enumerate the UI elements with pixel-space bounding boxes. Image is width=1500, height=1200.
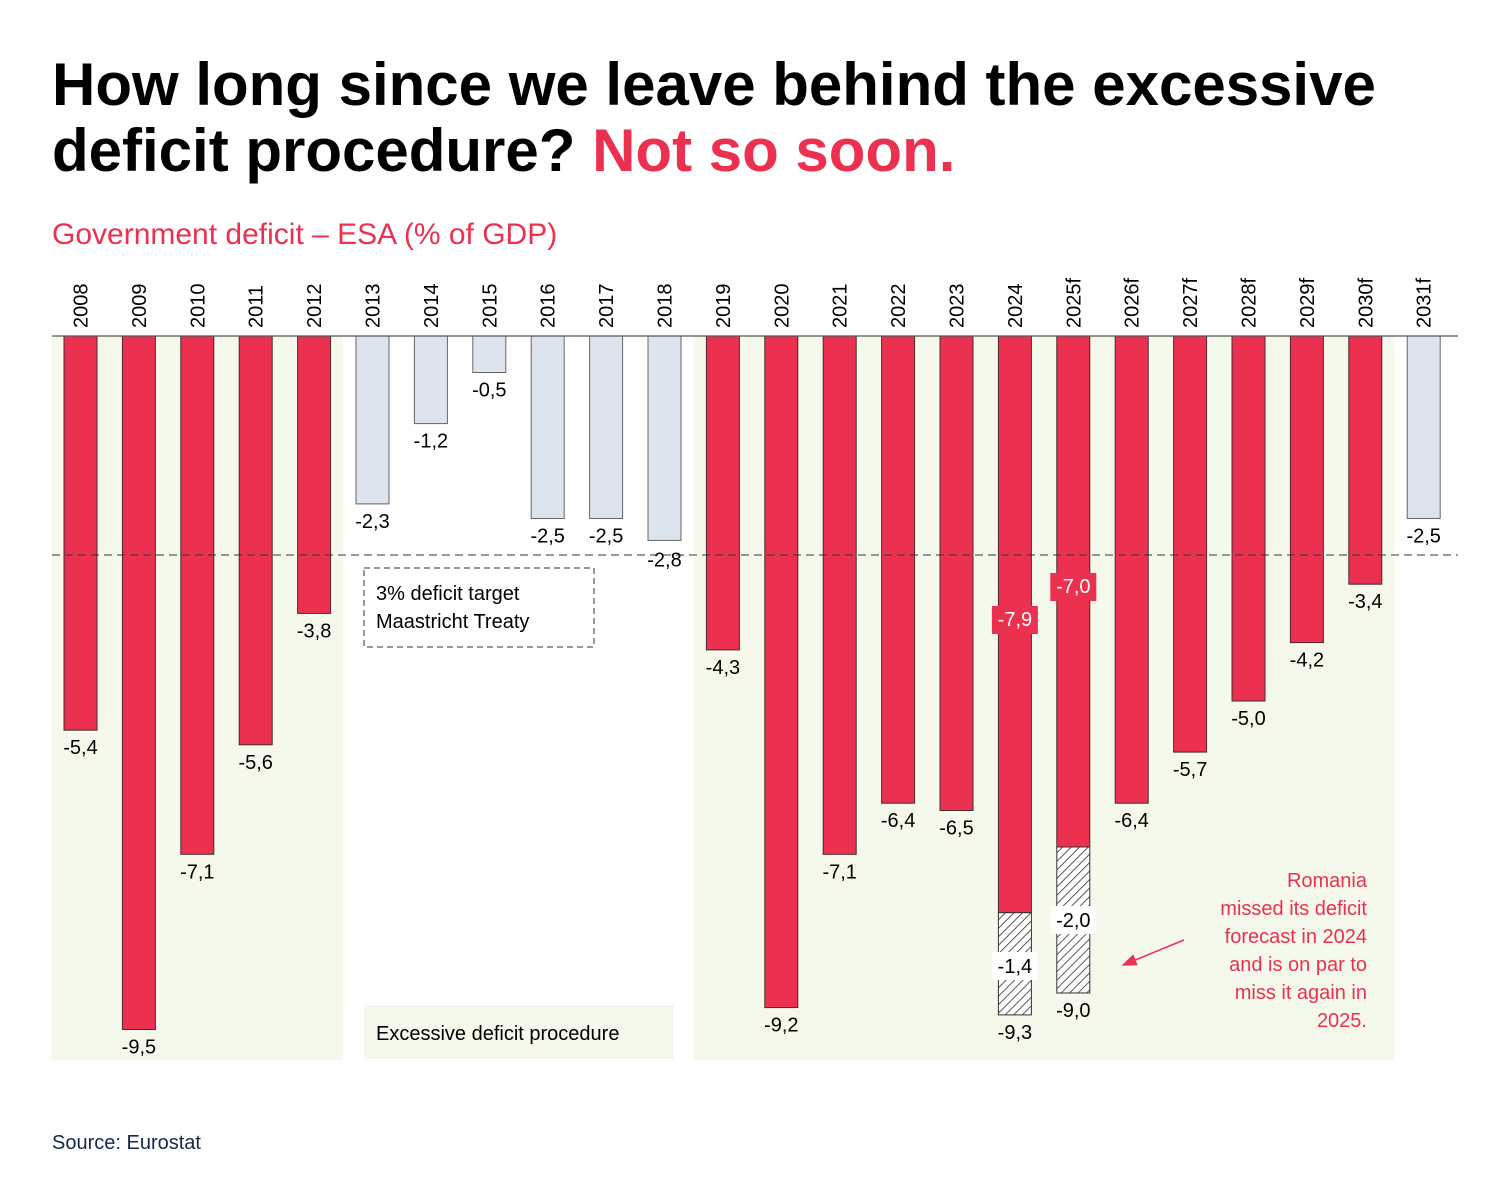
- forecast-label-box: [1050, 573, 1097, 601]
- data-label: -9,3: [998, 1022, 1032, 1044]
- data-label: -6,4: [881, 810, 915, 832]
- bar: [589, 335, 624, 519]
- x-tick-label: 2029f: [1297, 278, 1319, 328]
- chart-title: How long since we leave behind the exces…: [52, 52, 1472, 184]
- data-label: -9,2: [764, 1015, 798, 1037]
- x-tick-label: 2018: [655, 284, 677, 329]
- bar: [764, 335, 799, 1009]
- x-tick-label: 2014: [421, 284, 443, 329]
- bar: [822, 335, 857, 855]
- annotation-arrow: [1121, 939, 1185, 966]
- forecast-data-label: -7,0: [1056, 576, 1090, 598]
- bar: [63, 335, 98, 731]
- bar: [180, 335, 215, 855]
- bar: [881, 335, 916, 804]
- miss-data-label: -1,4: [998, 956, 1032, 978]
- x-tick-label: 2030f: [1355, 278, 1377, 328]
- chart-subtitle: Government deficit – ESA (% of GDP): [52, 218, 558, 251]
- x-tick-label: 2027f: [1180, 278, 1202, 328]
- romania-note-line-5: miss it again in: [1235, 982, 1367, 1004]
- data-label: -5,4: [63, 737, 97, 759]
- data-label: -2,5: [1406, 526, 1440, 548]
- data-label: -6,4: [1114, 810, 1148, 832]
- edp-label-background: [364, 1005, 674, 1059]
- romania-note: Romania missed its deficit forecast in 2…: [1220, 870, 1368, 1032]
- bar: [939, 335, 974, 811]
- x-tick-label: 2010: [187, 284, 209, 329]
- x-tick-label: 2025f: [1063, 278, 1085, 328]
- x-tick-label: 2024: [1005, 284, 1027, 329]
- bar: [121, 335, 156, 1030]
- x-tick-label: 2021: [830, 284, 852, 329]
- data-label: -9,0: [1056, 1000, 1090, 1022]
- x-tick-label: 2023: [947, 284, 969, 329]
- bar: [1231, 335, 1266, 702]
- source-note: Source: Eurostat: [52, 1132, 201, 1154]
- title-accent: Not so soon.: [592, 117, 956, 184]
- romania-note-line-2: missed its deficit: [1220, 898, 1367, 920]
- data-label: -0,5: [472, 380, 506, 402]
- data-label: -4,3: [706, 657, 740, 679]
- bar: [530, 335, 565, 519]
- romania-note-line-6: 2025.: [1317, 1010, 1367, 1032]
- x-tick-label: 2020: [771, 284, 793, 329]
- romania-note-line-4: and is on par to: [1229, 954, 1367, 976]
- bar: [647, 335, 682, 541]
- data-label: -7,1: [822, 861, 856, 883]
- data-label: -5,7: [1173, 759, 1207, 781]
- x-tick-label: 2015: [479, 284, 501, 329]
- x-tick-label: 2016: [538, 284, 560, 329]
- data-label: -2,5: [589, 526, 623, 548]
- bar: [1348, 335, 1383, 585]
- data-label: -4,2: [1290, 650, 1324, 672]
- edp-label: Excessive deficit procedure: [376, 1023, 619, 1045]
- miss-label-box: [991, 952, 1038, 980]
- x-tick-label: 2013: [363, 284, 385, 329]
- x-tick-label: 2008: [71, 284, 93, 329]
- bar: [472, 335, 507, 373]
- x-tick-label: 2026f: [1122, 278, 1144, 328]
- target-box-line-2: Maastricht Treaty: [376, 611, 529, 633]
- x-tick-label: 2019: [713, 284, 735, 329]
- bar: [297, 335, 332, 614]
- bar: [1406, 335, 1441, 519]
- data-label: -3,4: [1348, 591, 1382, 613]
- bar: [413, 335, 448, 425]
- bar: [1114, 335, 1149, 804]
- bar: [1173, 335, 1208, 753]
- data-label: -5,6: [238, 752, 272, 774]
- miss-data-label: -2,0: [1056, 910, 1090, 932]
- x-tick-label: 2031f: [1414, 278, 1436, 328]
- x-tick-label: 2009: [129, 284, 151, 329]
- data-label: -5,0: [1231, 708, 1265, 730]
- forecast-data-label: -7,9: [998, 609, 1032, 631]
- romania-note-line-1: Romania: [1287, 870, 1368, 892]
- target-box: 3% deficit target Maastricht Treaty: [363, 567, 595, 648]
- forecast-label-box: [991, 606, 1038, 634]
- x-tick-label: 2012: [304, 284, 326, 329]
- data-label: -6,5: [939, 818, 973, 840]
- data-label: -9,5: [122, 1037, 156, 1059]
- bar: [355, 335, 390, 505]
- data-label: -1,2: [414, 431, 448, 453]
- data-label: -2,3: [355, 511, 389, 533]
- miss-label-box: [1050, 906, 1097, 934]
- data-label: -2,5: [530, 526, 564, 548]
- bar: [705, 335, 740, 651]
- data-label: -7,1: [180, 861, 214, 883]
- bar: [238, 335, 273, 746]
- target-box-line-1: 3% deficit target: [376, 583, 520, 605]
- romania-note-line-3: forecast in 2024: [1225, 926, 1367, 948]
- data-label: -3,8: [297, 620, 331, 642]
- data-label: -2,8: [647, 549, 681, 571]
- title-main: How long since we leave behind the exces…: [52, 51, 1376, 184]
- bar: [1289, 335, 1324, 644]
- x-tick-label: 2011: [246, 285, 268, 328]
- x-tick-label: 2017: [596, 284, 618, 329]
- x-tick-label: 2022: [888, 284, 910, 329]
- x-tick-label: 2028f: [1239, 278, 1261, 328]
- edp-background-1: [693, 336, 1395, 1060]
